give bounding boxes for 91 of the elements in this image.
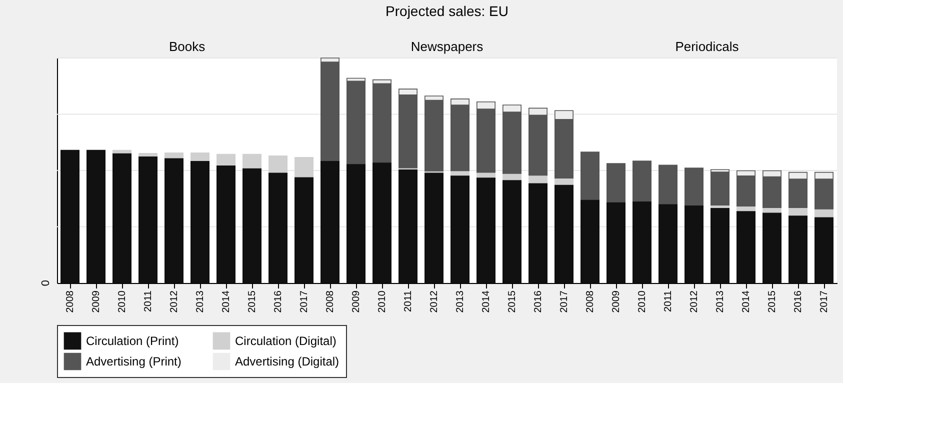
x-tick-label: 2009 xyxy=(91,290,102,313)
bar xyxy=(268,172,288,284)
bar xyxy=(580,152,600,200)
bar xyxy=(814,216,834,284)
x-tick-label: 2015 xyxy=(767,290,778,313)
bar xyxy=(294,176,314,284)
x-tick-label: 2008 xyxy=(65,290,76,313)
legend-label: Circulation (Digital) xyxy=(235,334,336,348)
x-tick-label: 2012 xyxy=(169,290,180,313)
x-tick-label: 2017 xyxy=(819,290,830,313)
bar xyxy=(528,174,548,184)
bar xyxy=(606,163,626,202)
bar xyxy=(502,179,522,284)
x-tick-label: 2016 xyxy=(273,290,284,313)
bar xyxy=(320,62,340,161)
x-tick-label: 2009 xyxy=(351,290,362,313)
bar xyxy=(372,83,392,163)
x-tick-label: 2016 xyxy=(533,290,544,313)
legend-label: Circulation (Print) xyxy=(86,334,179,348)
bar xyxy=(190,160,210,284)
bar xyxy=(554,178,574,185)
bar xyxy=(788,214,808,284)
bar xyxy=(138,156,158,284)
bar xyxy=(190,152,210,161)
bar xyxy=(398,168,418,284)
bar xyxy=(632,200,652,284)
bar xyxy=(684,168,704,206)
bar xyxy=(112,152,132,284)
x-tick-label: 2010 xyxy=(637,290,648,313)
x-tick-label: 2008 xyxy=(585,290,596,313)
bar xyxy=(424,172,444,284)
x-tick-label: 2011 xyxy=(143,290,154,312)
x-tick-label: 2013 xyxy=(195,290,206,313)
bar xyxy=(216,154,236,166)
bar xyxy=(814,208,834,218)
x-tick-label: 2009 xyxy=(611,290,622,313)
bar xyxy=(658,203,678,284)
x-tick-label: 2011 xyxy=(663,290,674,312)
bar xyxy=(736,210,756,284)
bar xyxy=(658,164,678,204)
legend-label: Advertising (Digital) xyxy=(235,354,340,368)
bar xyxy=(554,184,574,284)
bar xyxy=(762,212,782,284)
bar xyxy=(138,153,158,156)
x-tick-label: 2014 xyxy=(221,290,232,313)
bar xyxy=(476,176,496,284)
x-tick-label: 2010 xyxy=(117,290,128,313)
bar xyxy=(632,160,652,202)
text: Periodicals xyxy=(675,39,740,54)
bar xyxy=(684,204,704,284)
bar xyxy=(268,155,288,173)
bar xyxy=(86,150,106,284)
x-tick-label: 2008 xyxy=(325,290,336,313)
bar xyxy=(216,164,236,284)
bar xyxy=(580,199,600,284)
bar xyxy=(164,152,184,158)
bar xyxy=(710,207,730,284)
bar xyxy=(424,100,444,172)
x-tick-label: 2013 xyxy=(715,290,726,313)
bar xyxy=(164,158,184,284)
x-tick-label: 2014 xyxy=(481,290,492,313)
text: Newspapers xyxy=(410,39,484,54)
bar xyxy=(320,160,340,284)
chart-title: Projected sales: EU xyxy=(386,3,508,19)
bar xyxy=(346,80,366,164)
x-tick-label: 2015 xyxy=(247,290,258,313)
bar xyxy=(710,172,730,206)
bar xyxy=(346,163,366,284)
bar xyxy=(294,157,314,178)
bar xyxy=(242,168,262,284)
x-tick-label: 2012 xyxy=(429,290,440,313)
x-tick-label: 2015 xyxy=(507,290,518,313)
x-tick-label: 2014 xyxy=(741,290,752,313)
text: 0 xyxy=(40,280,52,286)
x-tick-label: 2011 xyxy=(403,290,414,312)
x-tick-label: 2013 xyxy=(455,290,466,313)
x-tick-label: 2017 xyxy=(299,290,310,313)
legend-label: Advertising (Print) xyxy=(86,354,182,368)
bar xyxy=(606,202,626,284)
bar xyxy=(372,162,392,284)
text: Books xyxy=(168,39,206,54)
bar xyxy=(528,182,548,284)
x-tick-label: 2012 xyxy=(689,290,700,313)
x-tick-label: 2017 xyxy=(559,290,570,313)
x-tick-label: 2016 xyxy=(793,290,804,313)
x-tick-label: 2010 xyxy=(377,290,388,313)
bar xyxy=(450,174,470,284)
bar xyxy=(112,150,132,154)
bar xyxy=(242,154,262,168)
bar xyxy=(762,207,782,213)
bar xyxy=(60,150,80,284)
